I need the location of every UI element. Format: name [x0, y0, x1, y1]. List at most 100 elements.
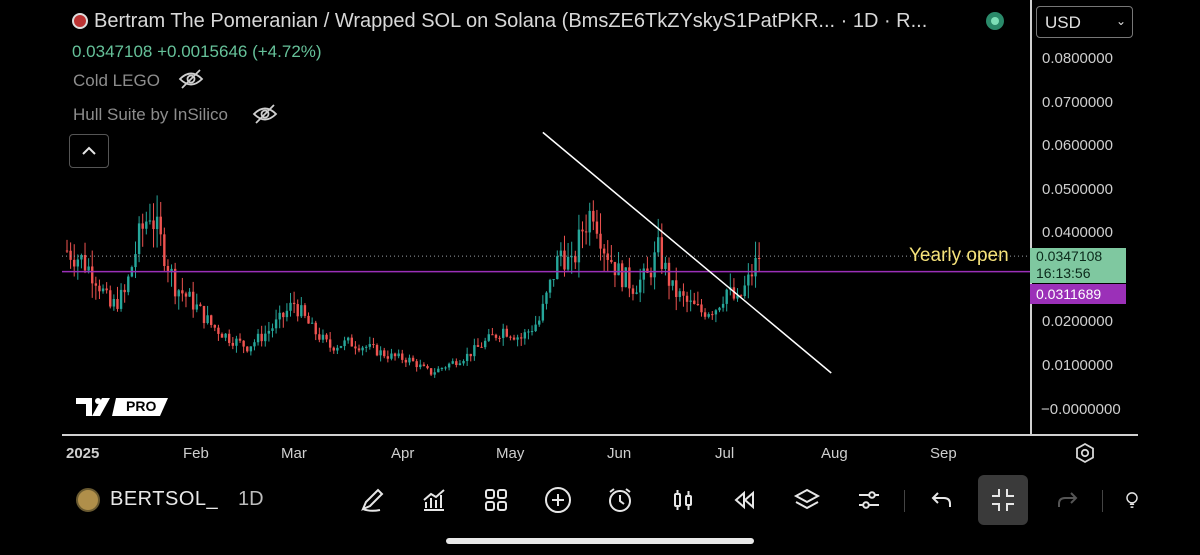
candle-body	[415, 361, 418, 368]
alert-button[interactable]	[603, 483, 637, 517]
trendline[interactable]	[542, 131, 832, 374]
indicators-icon	[423, 489, 445, 511]
fullscreen-exit-button[interactable]	[978, 475, 1028, 525]
candle-body	[145, 221, 148, 229]
candle-body	[657, 237, 660, 253]
indicator-cold-lego[interactable]: Cold LEGO	[73, 71, 160, 91]
indicators-button[interactable]	[417, 483, 451, 517]
candle-body	[264, 333, 267, 342]
candle-body	[256, 333, 260, 343]
candle-body	[462, 361, 465, 364]
settings-button[interactable]	[852, 483, 886, 517]
currency-select[interactable]: USD ⌄	[1036, 6, 1133, 38]
candle-body	[678, 291, 682, 297]
candle-body	[426, 366, 429, 369]
toolbar-divider	[904, 490, 905, 512]
candle-body	[411, 357, 415, 362]
undo-button[interactable]	[925, 483, 959, 517]
tradingview-logo: PRO	[76, 396, 168, 423]
candle-body	[116, 298, 119, 309]
candle-body	[667, 262, 671, 286]
candle-body	[282, 312, 285, 318]
rewind-icon	[734, 490, 754, 510]
candle-body	[718, 307, 721, 311]
candle-body	[346, 337, 350, 341]
price-chart[interactable]	[62, 0, 1030, 436]
x-tick: Sep	[930, 445, 957, 462]
candle-body	[660, 237, 664, 269]
x-tick: 2025	[66, 445, 100, 462]
candle-body	[101, 288, 105, 292]
candle-body	[318, 334, 321, 340]
candle-body	[109, 290, 112, 307]
candle-body	[69, 250, 72, 260]
candle-body	[209, 315, 213, 325]
object-tree-button[interactable]	[790, 483, 824, 517]
x-tick: Apr	[391, 445, 415, 462]
chart-canvas[interactable]	[62, 0, 1030, 436]
candle-body	[527, 331, 530, 333]
redo-button[interactable]	[1050, 483, 1084, 517]
candle-body	[119, 289, 123, 309]
candle-body	[570, 256, 573, 258]
candle-body	[422, 364, 426, 367]
grid-icon	[485, 489, 507, 511]
candle-body	[94, 283, 98, 286]
candle-body	[574, 256, 577, 263]
symbol-button[interactable]: BERTSOL_	[110, 488, 219, 510]
candle-body	[274, 319, 278, 329]
candle-body	[476, 345, 480, 347]
eye-off-icon[interactable]	[252, 103, 278, 130]
last-price-value: 0.0347108	[1036, 248, 1103, 264]
chart-type-button[interactable]	[666, 483, 700, 517]
candle-body	[628, 267, 631, 289]
candles-icon	[674, 490, 692, 510]
symbol-title[interactable]: Bertram The Pomeranian / Wrapped SOL on …	[72, 10, 927, 33]
undo-icon	[931, 492, 951, 507]
candle-body	[455, 361, 458, 366]
symbol-title-text: Bertram The Pomeranian / Wrapped SOL on …	[94, 10, 928, 32]
candle-body	[401, 353, 404, 360]
candle-body	[693, 300, 696, 304]
interval-button[interactable]: 1D	[238, 488, 264, 510]
candle-body	[289, 302, 292, 311]
candle-body	[383, 350, 386, 357]
candle-body	[238, 338, 242, 341]
candle-body	[325, 334, 328, 340]
candle-body	[516, 337, 519, 340]
drawing-tools-button[interactable]	[355, 483, 389, 517]
replay-button[interactable]	[727, 483, 761, 517]
compare-add-button[interactable]	[541, 483, 575, 517]
candle-body	[112, 298, 116, 307]
candle-body	[491, 334, 494, 336]
settings-gear-icon[interactable]	[1074, 442, 1096, 469]
layouts-button[interactable]	[479, 483, 513, 517]
candle-body	[473, 345, 476, 357]
symbol-avatar[interactable]	[76, 488, 100, 512]
candle-body	[267, 330, 271, 334]
candle-body	[548, 279, 552, 293]
indicator-label: Cold LEGO	[73, 71, 160, 90]
candle-body	[98, 285, 101, 292]
candle-body	[588, 210, 591, 233]
candle-body	[711, 314, 714, 316]
candle-body	[754, 257, 757, 277]
candle-body	[332, 347, 335, 351]
candle-body	[739, 295, 743, 297]
candle-body	[552, 279, 555, 281]
market-status-icon[interactable]	[986, 12, 1004, 30]
candle-body	[397, 353, 400, 357]
indicator-hull-suite[interactable]: Hull Suite by InSilico	[73, 105, 228, 125]
y-tick: 0.0800000	[1042, 50, 1113, 67]
collapse-legend-button[interactable]	[69, 134, 109, 168]
candle-body	[123, 289, 126, 293]
candle-body	[65, 250, 69, 252]
candle-body	[408, 357, 411, 363]
candle-body	[137, 223, 141, 255]
more-button[interactable]	[1122, 483, 1142, 517]
candle-body	[725, 289, 728, 304]
eye-off-icon[interactable]	[178, 68, 204, 95]
candle-body	[91, 266, 94, 284]
candle-body	[390, 353, 393, 359]
x-tick: May	[496, 445, 525, 462]
